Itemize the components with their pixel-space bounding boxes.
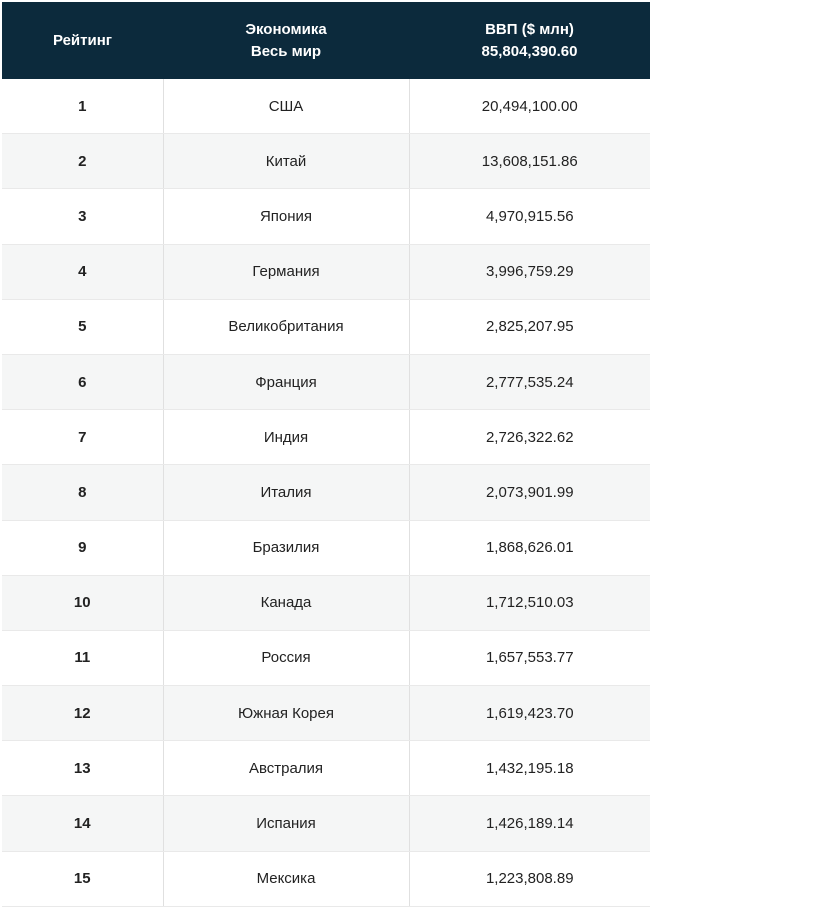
header-gdp-title: ВВП ($ млн) — [485, 20, 574, 38]
cell-country: Италия — [162, 464, 409, 521]
table-row: 3 Япония 4,970,915.56 — [2, 188, 650, 245]
header-cell-economy: Экономика Весь мир — [163, 2, 409, 79]
cell-country: Испания — [162, 795, 409, 852]
cell-rank: 6 — [2, 354, 163, 411]
cell-gdp: 1,619,423.70 — [408, 685, 650, 742]
header-cell-gdp: ВВП ($ млн) 85,804,390.60 — [409, 2, 650, 79]
cell-gdp: 1,426,189.14 — [408, 795, 650, 852]
cell-country: Южная Корея — [162, 685, 409, 742]
table-row: 11 Россия 1,657,553.77 — [2, 630, 650, 687]
cell-country: Мексика — [162, 851, 409, 907]
table-row: 12 Южная Корея 1,619,423.70 — [2, 685, 650, 742]
table-row: 5 Великобритания 2,825,207.95 — [2, 299, 650, 355]
cell-gdp: 3,996,759.29 — [408, 244, 650, 300]
table-header-row: Рейтинг Экономика Весь мир ВВП ($ млн) 8… — [2, 2, 650, 79]
cell-country: Индия — [162, 409, 409, 466]
cell-gdp: 13,608,151.86 — [408, 133, 650, 190]
header-cell-rank: Рейтинг — [2, 2, 163, 79]
cell-rank: 4 — [2, 244, 163, 300]
table-row: 13 Австралия 1,432,195.18 — [2, 740, 650, 797]
table-row: 15 Мексика 1,223,808.89 — [2, 851, 650, 907]
table-body: 1 США 20,494,100.00 2 Китай 13,608,151.86 3 Япо… — [2, 79, 650, 907]
table-row: 7 Индия 2,726,322.62 — [2, 409, 650, 466]
cell-gdp: 1,868,626.01 — [408, 520, 650, 576]
header-gdp-world-total: 85,804,390.60 — [481, 42, 578, 60]
cell-country: Австралия — [162, 740, 409, 797]
table-row: 4 Германия 3,996,759.29 — [2, 244, 650, 300]
cell-gdp: 2,777,535.24 — [408, 354, 650, 411]
cell-country: Германия — [162, 244, 409, 300]
gdp-ranking-table: Рейтинг Экономика Весь мир ВВП ($ млн) 8… — [2, 2, 650, 907]
table-row: 8 Италия 2,073,901.99 — [2, 464, 650, 521]
header-economy-title: Экономика — [245, 20, 327, 38]
cell-gdp: 1,432,195.18 — [408, 740, 650, 797]
cell-rank: 7 — [2, 409, 163, 466]
cell-gdp: 2,825,207.95 — [408, 299, 650, 355]
cell-rank: 13 — [2, 740, 163, 797]
cell-gdp: 1,712,510.03 — [408, 575, 650, 631]
cell-country: Бразилия — [162, 520, 409, 576]
cell-gdp: 20,494,100.00 — [408, 79, 650, 135]
table-row: 14 Испания 1,426,189.14 — [2, 795, 650, 852]
cell-rank: 1 — [2, 79, 163, 135]
header-economy-scope: Весь мир — [250, 42, 322, 60]
cell-rank: 14 — [2, 795, 163, 852]
cell-rank: 5 — [2, 299, 163, 355]
header-rank-label: Рейтинг — [52, 31, 113, 49]
cell-country: Япония — [162, 188, 409, 245]
cell-country: Россия — [162, 630, 409, 687]
cell-country: Китай — [162, 133, 409, 190]
cell-country: США — [162, 79, 409, 135]
cell-rank: 12 — [2, 685, 163, 742]
table-row: 10 Канада 1,712,510.03 — [2, 575, 650, 631]
table-row: 6 Франция 2,777,535.24 — [2, 354, 650, 411]
cell-rank: 11 — [2, 630, 163, 687]
cell-rank: 8 — [2, 464, 163, 521]
cell-gdp: 1,223,808.89 — [408, 851, 650, 907]
cell-country: Франция — [162, 354, 409, 411]
cell-rank: 2 — [2, 133, 163, 190]
cell-gdp: 2,726,322.62 — [408, 409, 650, 466]
cell-country: Канада — [162, 575, 409, 631]
table-row: 1 США 20,494,100.00 — [2, 79, 650, 135]
cell-country: Великобритания — [162, 299, 409, 355]
table-row: 2 Китай 13,608,151.86 — [2, 133, 650, 190]
cell-rank: 3 — [2, 188, 163, 245]
cell-rank: 15 — [2, 851, 163, 907]
cell-gdp: 1,657,553.77 — [408, 630, 650, 687]
cell-gdp: 2,073,901.99 — [408, 464, 650, 521]
cell-gdp: 4,970,915.56 — [408, 188, 650, 245]
cell-rank: 9 — [2, 520, 163, 576]
table-row: 9 Бразилия 1,868,626.01 — [2, 520, 650, 576]
cell-rank: 10 — [2, 575, 163, 631]
